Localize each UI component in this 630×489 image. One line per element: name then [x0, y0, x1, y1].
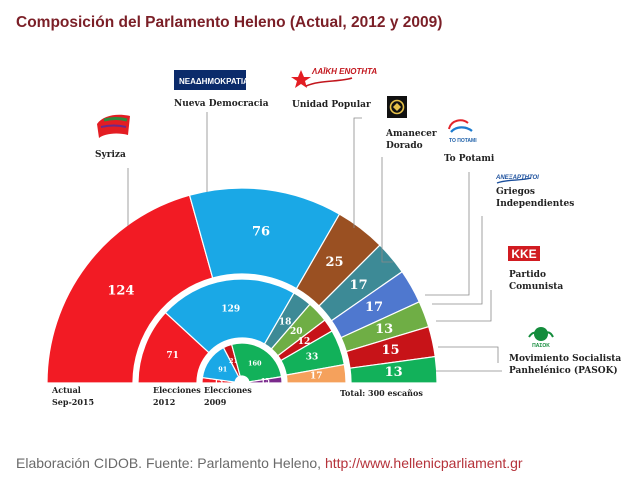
seat-value-elecciones-2009-laos: 15: [261, 377, 271, 385]
seat-value-actual-syriza: 124: [107, 284, 134, 299]
up-logo-text: ΛΑΪΚΗ ΕΝΟΤΗΤΑ: [311, 67, 377, 76]
source-caption-text: Elaboración CIDOB. Fuente: Parlamento He…: [16, 455, 325, 471]
leader-line-8: [438, 346, 499, 363]
potami-logo-icon: ΤΟ ΠΟΤΑΜΙ: [448, 119, 477, 144]
pasok-logo-text: ΠΑΣΟΚ: [532, 343, 550, 349]
seat-value-elecciones-2012-syriza: 71: [166, 351, 179, 361]
legend-label-up: Unidad Popular: [292, 100, 371, 110]
seat-arc-elecciones-2012-griegos-independientes: [285, 363, 347, 384]
anel-logo-icon: ΑΝΕΞΑΡΤΗΤΟΙ: [495, 175, 539, 184]
seat-value-elecciones-2012-griegos-independientes: 17: [310, 371, 323, 381]
legend-label-nd: Nueva Democracia: [174, 99, 269, 109]
seat-arc-actual-movimiento-socialista-panhelenico-pasok: [349, 355, 438, 384]
legend: Syriza Nueva Democracia Unidad Popular Aman…: [95, 99, 621, 376]
leader-line-5: [425, 172, 470, 296]
source-link[interactable]: http://www.hellenicparliament.gr: [324, 455, 523, 471]
legend-label-syriza: Syriza: [95, 150, 126, 160]
leader-line-4: [381, 157, 393, 263]
seat-value-actual-movimiento-socialista-panhelenico-pasok: 13: [385, 365, 403, 380]
syriza-logo-icon: [97, 114, 130, 138]
nd-logo-icon: ΝΕΑΔΗΜΟΚΡΑΤΙΑ: [174, 70, 249, 90]
kke-logo-icon: KKE: [508, 246, 540, 261]
seat-value-actual-amanecer-dorado: 17: [350, 278, 368, 293]
legend-label-pasok-line2: Panhelénico (PASOK): [509, 365, 618, 376]
legend-label-xa-line1: Amanecer: [385, 129, 437, 139]
legend-label-anel-line1: Griegos: [496, 187, 535, 197]
seat-value-elecciones-2009-syriza: 13: [214, 377, 224, 385]
legend-label-anel-line2: Independientes: [496, 199, 574, 209]
seat-value-actual-partido-comunista: 15: [381, 343, 399, 358]
potami-logo-text: ΤΟ ΠΟΤΑΜΙ: [449, 138, 477, 144]
leader-lines: [127, 112, 502, 372]
seat-value-elecciones-2012-movimiento-socialista-panhelenico-pasok: 33: [306, 352, 319, 362]
source-caption: Elaboración CIDOB. Fuente: Parlamento He…: [16, 455, 523, 471]
legend-label-xa-line2: Dorado: [386, 141, 423, 151]
up-logo-icon: ΛΑΪΚΗ ΕΝΟΤΗΤΑ: [291, 67, 377, 88]
seat-value-actual-griegos-independientes: 13: [375, 322, 393, 337]
anel-logo-text: ΑΝΕΞΑΡΤΗΤΟΙ: [495, 175, 539, 181]
legend-label-potami: To Potami: [444, 154, 495, 164]
leader-line-6: [432, 216, 483, 305]
leader-line-3: [353, 117, 362, 228]
seat-arc-actual-syriza: [46, 194, 214, 384]
seat-value-actual-nueva-democracia: 76: [252, 225, 270, 240]
golden-dawn-logo-icon: [387, 96, 407, 118]
seat-value-actual-to-potami: 17: [365, 300, 383, 315]
ring-label-actual-line1: Actual: [51, 385, 81, 395]
seat-value-elecciones-2012-amanecer-dorado: 18: [279, 317, 292, 327]
seat-value-elecciones-2012-partido-comunista: 12: [298, 337, 311, 347]
seat-arc-elecciones-2009-movimiento-socialista-panhelenico-pasok: [230, 342, 283, 383]
seat-value-elecciones-2012-nueva-democracia: 129: [221, 304, 240, 314]
ring-label-2012-line1: Elecciones: [153, 385, 201, 395]
ring-label-2012-line2: 2012: [153, 397, 175, 407]
seat-value-elecciones-2012-izquierda-democratica: 20: [290, 327, 303, 337]
nd-logo-text: ΝΕΑΔΗΜΟΚΡΑΤΙΑ: [179, 77, 249, 86]
seat-arc-elecciones-2009-laos: [248, 376, 283, 384]
legend-label-kke-line2: Comunista: [509, 282, 563, 292]
seat-value-elecciones-2009-movimiento-socialista-panhelenico-pasok: 160: [248, 359, 262, 367]
seat-arc-elecciones-2012-nueva-democracia: [164, 278, 295, 354]
seat-value-elecciones-2009-partido-comunista: 21: [229, 357, 238, 365]
pasok-logo-icon: ΠΑΣΟΚ: [528, 327, 554, 349]
legend-label-kke-line1: Partido: [509, 270, 546, 280]
seat-value-elecciones-2009-nueva-democracia: 91: [218, 365, 227, 373]
chart-title: Composición del Parlamento Heleno (Actua…: [16, 14, 443, 31]
ring-label-2009-line2: 2009: [204, 397, 227, 407]
seat-value-actual-unidad-popular: 25: [325, 255, 343, 270]
leader-line-7: [436, 290, 492, 322]
ring-label-actual-line2: Sep-2015: [52, 397, 94, 407]
total-seats-label: Total: 300 escaños: [340, 388, 423, 398]
legend-label-pasok-line1: Movimiento Socialista: [509, 354, 621, 364]
kke-logo-text: KKE: [511, 247, 536, 261]
ring-label-2009-line1: Elecciones: [204, 385, 252, 395]
